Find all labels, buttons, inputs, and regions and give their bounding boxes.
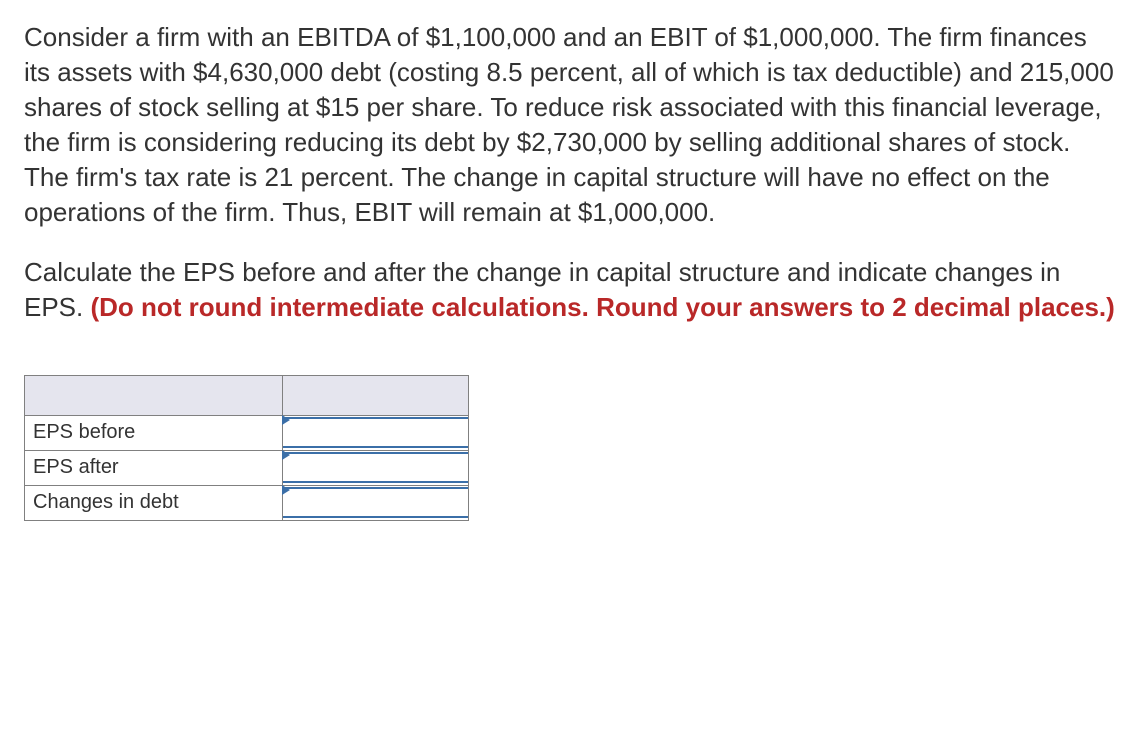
input-indicator-icon (282, 415, 290, 425)
table-row: EPS before (25, 415, 469, 450)
instruction-text: Calculate the EPS before and after the c… (24, 255, 1116, 325)
eps-before-input[interactable] (283, 417, 468, 448)
changes-in-debt-input[interactable] (283, 487, 468, 518)
answer-table: EPS before EPS after Changes in debt (24, 375, 469, 521)
instruction-emphasis: (Do not round intermediate calculations.… (90, 292, 1114, 322)
row-label: EPS after (25, 450, 283, 485)
row-input-cell (283, 485, 469, 520)
header-cell-input (283, 375, 469, 415)
eps-after-input[interactable] (283, 452, 468, 483)
input-indicator-icon (282, 485, 290, 495)
table-row: EPS after (25, 450, 469, 485)
row-label: Changes in debt (25, 485, 283, 520)
row-input-cell (283, 450, 469, 485)
table-row: Changes in debt (25, 485, 469, 520)
row-input-cell (283, 415, 469, 450)
row-label: EPS before (25, 415, 283, 450)
problem-paragraph: Consider a firm with an EBITDA of $1,100… (24, 20, 1116, 231)
table-header-row (25, 375, 469, 415)
header-cell-label (25, 375, 283, 415)
input-indicator-icon (282, 450, 290, 460)
